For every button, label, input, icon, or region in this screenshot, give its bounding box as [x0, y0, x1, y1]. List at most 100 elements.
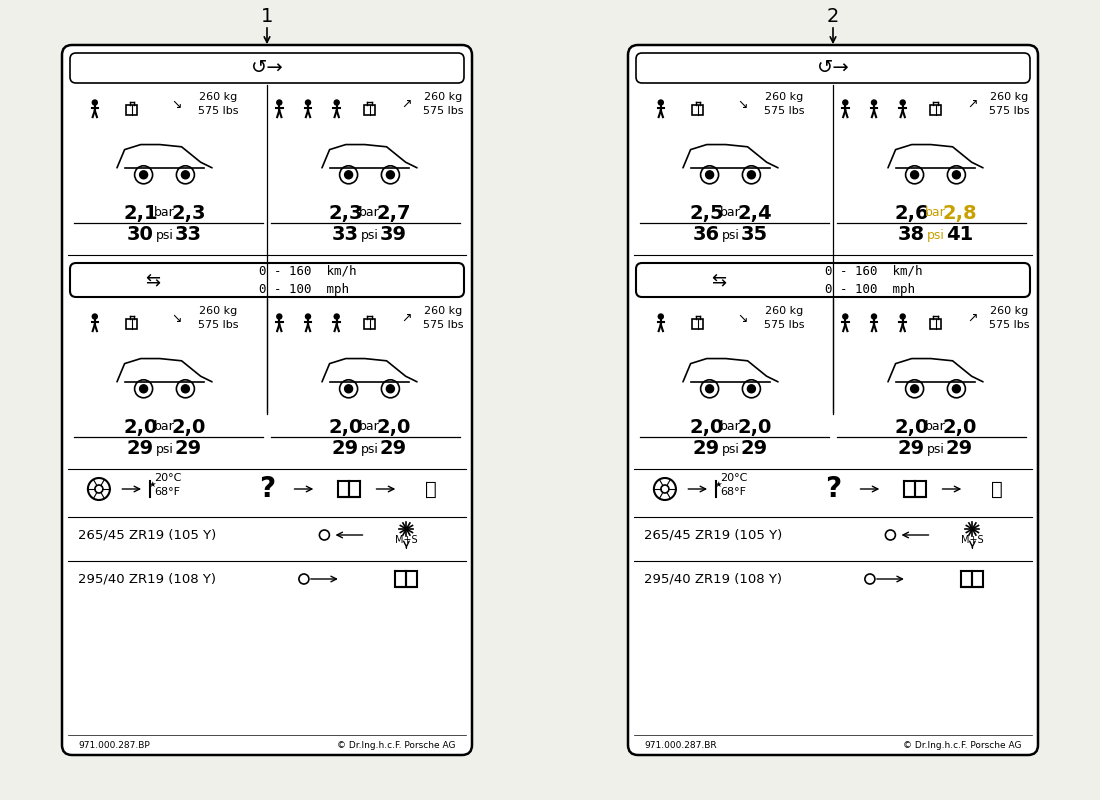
Text: 29: 29	[332, 439, 359, 458]
Text: bar: bar	[925, 206, 946, 219]
Circle shape	[140, 385, 147, 393]
Circle shape	[953, 385, 960, 393]
Text: ↘: ↘	[737, 311, 748, 325]
Text: 260 kg
575 lbs: 260 kg 575 lbs	[424, 92, 463, 115]
Text: psi: psi	[722, 442, 739, 455]
Text: bar: bar	[359, 421, 380, 434]
Text: 260 kg
575 lbs: 260 kg 575 lbs	[989, 306, 1030, 330]
Text: ★: ★	[148, 479, 155, 489]
Text: psi: psi	[722, 229, 739, 242]
Text: ⛯: ⛯	[425, 479, 437, 498]
Text: 2: 2	[827, 7, 839, 26]
Text: psi: psi	[361, 229, 378, 242]
Circle shape	[747, 170, 756, 178]
Circle shape	[306, 314, 310, 319]
Circle shape	[306, 100, 310, 105]
Text: 29: 29	[693, 439, 720, 458]
Text: 33: 33	[175, 226, 202, 245]
Text: 295/40 ZR19 (108 Y): 295/40 ZR19 (108 Y)	[645, 573, 782, 586]
Text: bar: bar	[720, 206, 741, 219]
Text: 260 kg
575 lbs: 260 kg 575 lbs	[763, 92, 804, 115]
Circle shape	[747, 385, 756, 393]
Text: 2,0: 2,0	[737, 418, 772, 437]
Circle shape	[911, 385, 918, 393]
Circle shape	[334, 314, 339, 319]
Text: 260 kg
575 lbs: 260 kg 575 lbs	[989, 92, 1030, 115]
Text: 0 - 160  km/h
0 - 100  mph: 0 - 160 km/h 0 - 100 mph	[260, 265, 356, 295]
Text: 20°C
68°F: 20°C 68°F	[720, 474, 748, 497]
Text: 30: 30	[128, 226, 154, 245]
Text: ⇆: ⇆	[144, 271, 159, 289]
Text: ↗: ↗	[967, 311, 978, 325]
Circle shape	[277, 314, 282, 319]
Circle shape	[334, 100, 339, 105]
FancyBboxPatch shape	[62, 45, 472, 755]
Text: ★: ★	[714, 479, 722, 489]
Text: 35: 35	[741, 226, 768, 245]
Text: 38: 38	[898, 226, 925, 245]
Text: 2,0: 2,0	[328, 418, 363, 437]
Text: 971.000.287.BP: 971.000.287.BP	[78, 741, 150, 750]
Text: psi: psi	[361, 442, 378, 455]
Text: bar: bar	[925, 421, 946, 434]
FancyBboxPatch shape	[636, 53, 1030, 83]
Text: 0 - 160  km/h
0 - 100  mph: 0 - 160 km/h 0 - 100 mph	[825, 265, 923, 295]
Text: 29: 29	[175, 439, 202, 458]
Text: M+S: M+S	[961, 535, 983, 545]
Text: bar: bar	[359, 206, 380, 219]
Text: ?: ?	[825, 475, 842, 503]
Circle shape	[705, 170, 714, 178]
Text: 29: 29	[126, 439, 154, 458]
Circle shape	[344, 385, 353, 393]
Circle shape	[953, 170, 960, 178]
FancyBboxPatch shape	[636, 263, 1030, 297]
Text: ↘: ↘	[172, 311, 183, 325]
Text: 29: 29	[741, 439, 768, 458]
Text: psi: psi	[155, 442, 174, 455]
Text: 265/45 ZR19 (105 Y): 265/45 ZR19 (105 Y)	[78, 529, 217, 542]
Text: 33: 33	[332, 226, 359, 245]
Text: 2,0: 2,0	[690, 418, 724, 437]
Text: ⛯: ⛯	[991, 479, 1003, 498]
Text: ⇆: ⇆	[711, 271, 726, 289]
Text: 260 kg
575 lbs: 260 kg 575 lbs	[424, 306, 463, 330]
Text: 29: 29	[946, 439, 974, 458]
Text: 260 kg
575 lbs: 260 kg 575 lbs	[198, 92, 238, 115]
Circle shape	[843, 314, 848, 319]
Text: M+S: M+S	[395, 535, 418, 545]
Text: 260 kg
575 lbs: 260 kg 575 lbs	[763, 306, 804, 330]
Text: psi: psi	[155, 229, 174, 242]
Text: 2,4: 2,4	[737, 203, 772, 222]
Circle shape	[182, 170, 189, 178]
Circle shape	[277, 100, 282, 105]
Circle shape	[658, 100, 663, 105]
Circle shape	[92, 314, 97, 319]
Text: bar: bar	[720, 421, 741, 434]
Text: ↗: ↗	[967, 98, 978, 110]
Text: 39: 39	[379, 226, 407, 245]
Text: psi: psi	[926, 229, 945, 242]
Text: 2,0: 2,0	[172, 418, 206, 437]
Text: bar: bar	[154, 421, 175, 434]
Circle shape	[658, 314, 663, 319]
Text: 265/45 ZR19 (105 Y): 265/45 ZR19 (105 Y)	[645, 529, 783, 542]
Text: 36: 36	[693, 226, 720, 245]
Text: 2,0: 2,0	[894, 418, 928, 437]
Text: © Dr.Ing.h.c.F. Porsche AG: © Dr.Ing.h.c.F. Porsche AG	[903, 741, 1022, 750]
Text: bar: bar	[154, 206, 175, 219]
Text: 2,1: 2,1	[123, 203, 157, 222]
Circle shape	[140, 170, 147, 178]
Circle shape	[92, 100, 97, 105]
Text: ↗: ↗	[402, 311, 411, 325]
Text: © Dr.Ing.h.c.F. Porsche AG: © Dr.Ing.h.c.F. Porsche AG	[337, 741, 455, 750]
FancyBboxPatch shape	[70, 263, 464, 297]
Text: 29: 29	[898, 439, 925, 458]
Text: 2,0: 2,0	[376, 418, 410, 437]
Text: 2,0: 2,0	[123, 418, 157, 437]
Text: 260 kg
575 lbs: 260 kg 575 lbs	[198, 306, 238, 330]
Text: psi: psi	[926, 442, 945, 455]
Text: ↘: ↘	[172, 98, 183, 110]
Circle shape	[705, 385, 714, 393]
Text: ↘: ↘	[737, 98, 748, 110]
Text: 2,3: 2,3	[328, 203, 363, 222]
